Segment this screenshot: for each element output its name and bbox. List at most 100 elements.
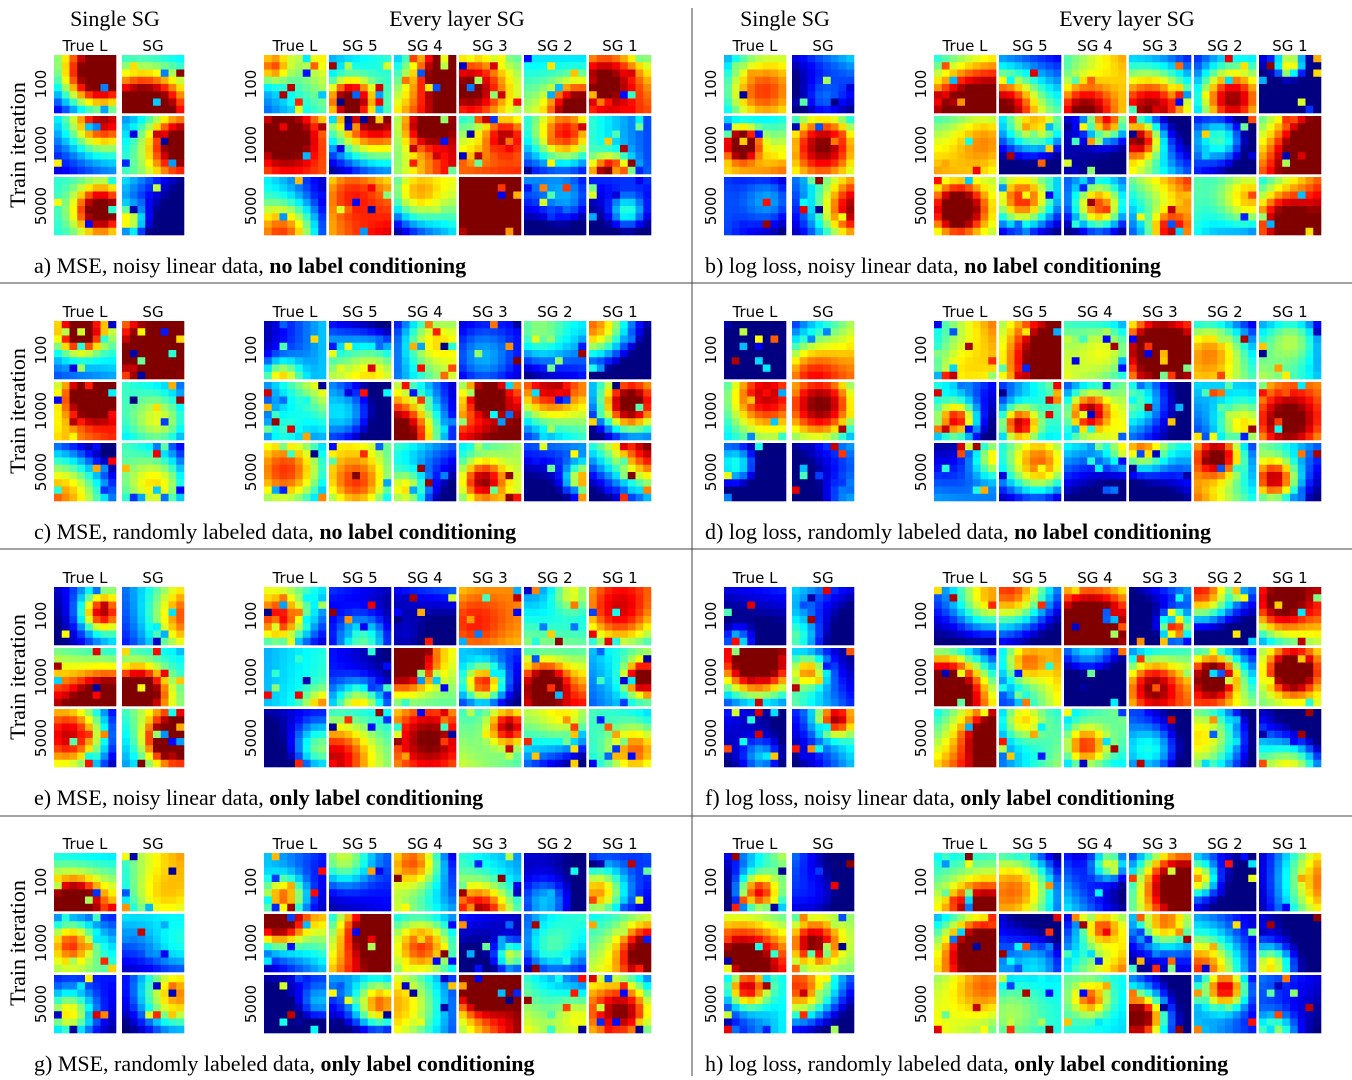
heatmap-cell [383, 105, 392, 114]
heatmap-cell [562, 493, 571, 502]
heatmap-cell [1305, 227, 1314, 236]
heatmap-cell [1201, 145, 1210, 153]
heatmap-cell [762, 364, 771, 373]
heatmap-cell [635, 335, 644, 344]
heatmap-cell [482, 198, 491, 207]
heatmap-cell [61, 105, 70, 114]
heatmap-cell [1129, 55, 1138, 63]
heatmap-cell [1274, 105, 1283, 114]
heatmap-cell [555, 457, 564, 466]
heatmap-cell [383, 152, 392, 160]
heatmap-cell [100, 450, 109, 458]
heatmap-cell [497, 55, 506, 63]
heatmap-cell [352, 418, 361, 426]
heatmap-cell [85, 177, 94, 185]
heatmap-cell [1118, 220, 1127, 229]
heatmap-cell [100, 371, 109, 380]
heatmap-cell [792, 159, 801, 168]
heatmap-cell [108, 123, 117, 131]
heatmap-cell [1313, 55, 1322, 63]
heatmap-cell [807, 350, 816, 358]
heatmap-cell [310, 486, 319, 495]
heatmap-cell [980, 69, 989, 78]
heatmap-cell [490, 350, 499, 358]
caption-text: b) log loss, noisy linear data, [705, 253, 964, 278]
heatmap-cell [54, 177, 63, 185]
heatmap-cell [1037, 206, 1046, 214]
heatmap-cell [329, 145, 338, 153]
heatmap-cell [302, 227, 311, 236]
heatmap-cell [1160, 198, 1169, 207]
heatmap-cell [466, 220, 475, 229]
heatmap-cell [838, 220, 847, 229]
heatmap-cell [394, 184, 403, 192]
heatmap-cell [823, 166, 832, 175]
heatmap-cell [160, 350, 169, 358]
heatmap-cell [807, 198, 816, 207]
heatmap-cell [505, 130, 514, 139]
heatmap-tile [999, 116, 1062, 175]
heatmap-cell [524, 184, 533, 192]
heatmap-cell [1136, 91, 1145, 99]
heatmap-cell [1006, 55, 1015, 63]
heatmap-cell [747, 184, 756, 192]
heatmap-cell [1183, 69, 1192, 78]
heatmap-cell [100, 91, 109, 99]
heatmap-cell [92, 425, 101, 434]
heatmap-cell [838, 364, 847, 373]
heatmap-cell [1014, 177, 1023, 185]
heatmap-cell [383, 62, 392, 70]
heatmap-cell [635, 457, 644, 466]
heatmap-cell [1290, 55, 1299, 63]
heatmap-cell [1297, 177, 1306, 185]
heatmap-cell [474, 213, 483, 221]
heatmap-cell [77, 457, 86, 466]
heatmap-cell [988, 191, 997, 200]
heatmap-cell [505, 382, 514, 390]
heatmap-cell [643, 403, 652, 412]
heatmap-cell [643, 457, 652, 466]
heatmap-cell [762, 123, 771, 131]
heatmap-cell [466, 184, 475, 192]
heatmap-cell [1071, 84, 1080, 92]
heatmap-cell [934, 184, 943, 192]
heatmap-cell [513, 145, 522, 153]
heatmap-cell [100, 227, 109, 236]
heatmap-cell [375, 493, 384, 502]
heatmap-cell [92, 472, 101, 480]
heatmap-cell [965, 177, 974, 185]
heatmap-cell [547, 69, 556, 78]
heatmap-cell [1175, 159, 1184, 168]
heatmap-cell [747, 479, 756, 487]
heatmap-cell [344, 145, 353, 153]
heatmap-cell [1079, 91, 1088, 99]
heatmap-cell [505, 432, 514, 441]
heatmap-cell [122, 450, 131, 458]
heatmap-cell [1217, 206, 1226, 214]
heatmap-cell [596, 227, 605, 236]
heatmap-cell [360, 98, 369, 107]
heatmap-cell [367, 364, 376, 373]
heatmap-cell [360, 213, 369, 221]
heatmap-cell [531, 166, 540, 175]
heatmap-cell [539, 486, 548, 495]
heatmap-cell [69, 55, 78, 63]
heatmap-cell [1064, 159, 1073, 168]
heatmap-cell [1030, 130, 1039, 139]
heatmap-cell [1129, 76, 1138, 85]
heatmap-cell [100, 184, 109, 192]
heatmap-cell [360, 464, 369, 473]
heatmap-cell [513, 389, 522, 397]
heatmap-cell [448, 130, 457, 139]
heatmap-cell [329, 69, 338, 78]
heatmap-cell [531, 145, 540, 153]
heatmap-cell [145, 62, 154, 70]
heatmap-cell [383, 443, 392, 451]
heatmap-cell [497, 130, 506, 139]
heatmap-cell [1313, 84, 1322, 92]
heatmap-cell [505, 98, 514, 107]
heatmap-cell [934, 123, 943, 131]
heatmap-cell [762, 357, 771, 365]
heatmap-cell [61, 396, 70, 405]
heatmap-cell [336, 321, 345, 329]
